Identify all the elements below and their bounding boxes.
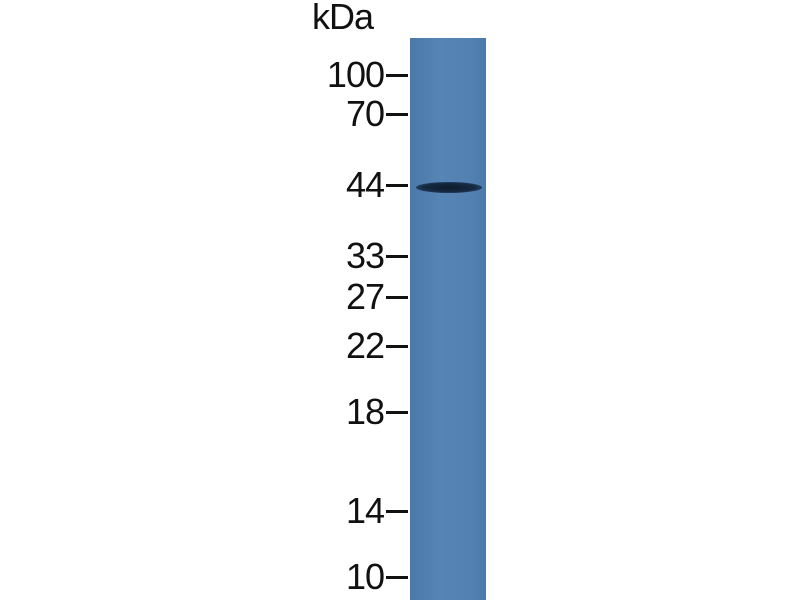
marker-tick <box>386 345 408 348</box>
marker-22: 22 <box>0 326 408 366</box>
marker-18: 18 <box>0 392 408 432</box>
marker-44: 44 <box>0 165 408 205</box>
marker-label: 22 <box>345 325 385 366</box>
unit-label: kDa <box>312 0 374 37</box>
marker-label: 44 <box>345 164 385 205</box>
marker-33: 33 <box>0 236 408 276</box>
protein-band <box>416 182 482 193</box>
marker-tick <box>386 184 408 187</box>
marker-tick <box>386 576 408 579</box>
marker-tick <box>386 113 408 116</box>
marker-label: 18 <box>345 391 385 432</box>
marker-label: 100 <box>326 54 385 95</box>
marker-label: 10 <box>345 556 385 597</box>
marker-tick <box>386 411 408 414</box>
blot-lane <box>410 38 486 600</box>
marker-27: 27 <box>0 277 408 317</box>
marker-tick <box>386 74 408 77</box>
marker-10: 10 <box>0 557 408 597</box>
marker-tick <box>386 296 408 299</box>
marker-14: 14 <box>0 491 408 531</box>
marker-100: 100 <box>0 55 408 95</box>
marker-label: 27 <box>345 276 385 317</box>
marker-70: 70 <box>0 94 408 134</box>
marker-label: 70 <box>345 93 385 134</box>
marker-label: 14 <box>345 490 385 531</box>
marker-tick <box>386 510 408 513</box>
marker-label: 33 <box>345 235 385 276</box>
marker-tick <box>386 255 408 258</box>
